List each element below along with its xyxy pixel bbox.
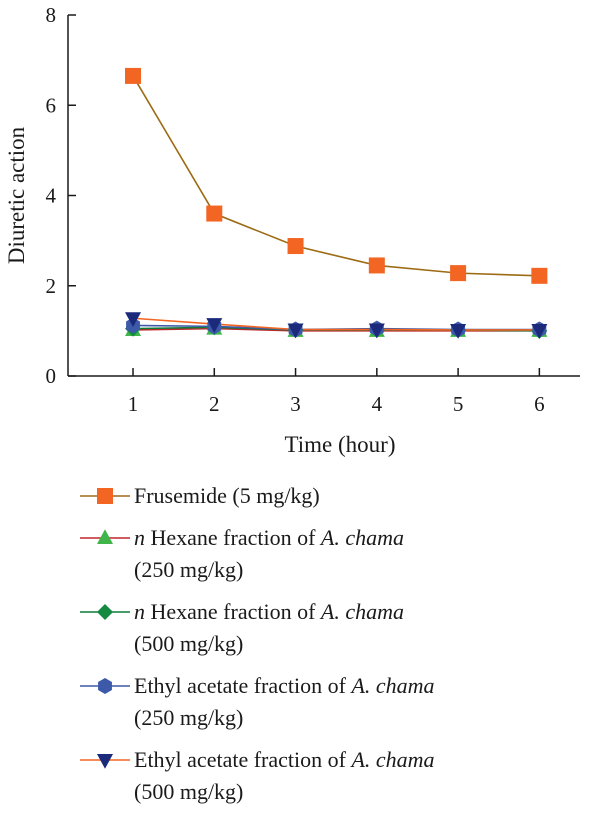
legend-label-part: Hexane fraction of [145, 525, 321, 550]
x-axis-label: Time (hour) [285, 432, 396, 457]
series-1-point [125, 67, 142, 84]
y-tick-label: 4 [46, 184, 57, 208]
x-tick-label: 5 [453, 392, 464, 416]
legend: Frusemide (5 mg/kg) n Hexane fraction of … [80, 480, 590, 818]
legend-label-part: (500 mg/kg) [134, 631, 244, 656]
legend-swatch [80, 488, 130, 504]
legend-label: Frusemide (5 mg/kg) [134, 480, 320, 512]
x-tick-label: 2 [209, 392, 220, 416]
series-1-point [450, 265, 467, 282]
legend-swatch [80, 678, 130, 694]
series-5-point [125, 312, 142, 328]
y-tick-label: 2 [46, 274, 57, 298]
legend-swatch [80, 604, 130, 620]
legend-label-part: Hexane fraction of [145, 599, 321, 624]
y-axis-label: Diuretic action [4, 126, 29, 264]
legend-label-part: (500 mg/kg) [134, 779, 244, 804]
series-line-5 [132, 317, 540, 331]
legend-label-part: n [134, 599, 145, 624]
legend-swatch-marker [97, 529, 113, 544]
legend-label: n Hexane fraction of A. chama (500 mg/kg) [134, 596, 404, 660]
series-5-point [531, 323, 548, 339]
series-5-point [450, 323, 467, 339]
series-5-point [206, 318, 223, 333]
x-tick-label: 4 [372, 392, 383, 416]
legend-label: Ethyl acetate fraction of A. chama (500 m… [134, 744, 435, 808]
legend-item: Frusemide (5 mg/kg) [80, 480, 590, 512]
legend-swatch-marker [98, 678, 112, 694]
x-tick-label: 6 [534, 392, 545, 416]
legend-label: Ethyl acetate fraction of A. chama (250 m… [134, 670, 435, 734]
series-1-point [368, 257, 385, 274]
series-1-point [287, 238, 304, 255]
legend-swatch-marker [97, 488, 113, 504]
y-tick-label: 8 [46, 3, 57, 27]
x-tick-label: 1 [128, 392, 139, 416]
line-chart: 0 2 4 6 8 1 2 3 4 5 6 Time (hour) Diuretic action [4, 3, 580, 457]
legend-item: n Hexane fraction of A. chama (250 mg/kg) [80, 522, 590, 586]
legend-swatch [80, 754, 130, 769]
legend-label-part: A. chama [351, 747, 435, 772]
legend-label-part: A. chama [320, 525, 405, 550]
legend-item: Ethyl acetate fraction of A. chama (500 m… [80, 744, 590, 808]
legend-swatch-marker [97, 604, 113, 620]
legend-item: n Hexane fraction of A. chama (500 mg/kg) [80, 596, 590, 660]
legend-label: n Hexane fraction of A. chama (250 mg/kg) [134, 522, 404, 586]
legend-label-part: (250 mg/kg) [134, 557, 244, 582]
legend-label-part: Ethyl acetate fraction of [134, 673, 352, 698]
series-1-point [206, 205, 223, 222]
series-5-point [368, 323, 385, 339]
y-tick-label: 0 [46, 364, 57, 388]
legend-item: Ethyl acetate fraction of A. chama (250 m… [80, 670, 590, 734]
legend-label-part: (250 mg/kg) [134, 705, 244, 730]
legend-swatch-marker [97, 754, 113, 769]
series-line-1 [132, 75, 540, 277]
series-1-point [531, 267, 548, 284]
legend-label-part: Frusemide (5 mg/kg) [134, 483, 320, 508]
series-5-point [287, 323, 304, 339]
legend-label-part: A. chama [320, 599, 405, 624]
y-tick-label: 6 [46, 93, 57, 117]
legend-label-part: n [134, 525, 145, 550]
legend-label-part: Ethyl acetate fraction of [134, 747, 352, 772]
legend-label-part: A. chama [351, 673, 435, 698]
x-tick-label: 3 [290, 392, 301, 416]
legend-swatch [80, 529, 130, 544]
